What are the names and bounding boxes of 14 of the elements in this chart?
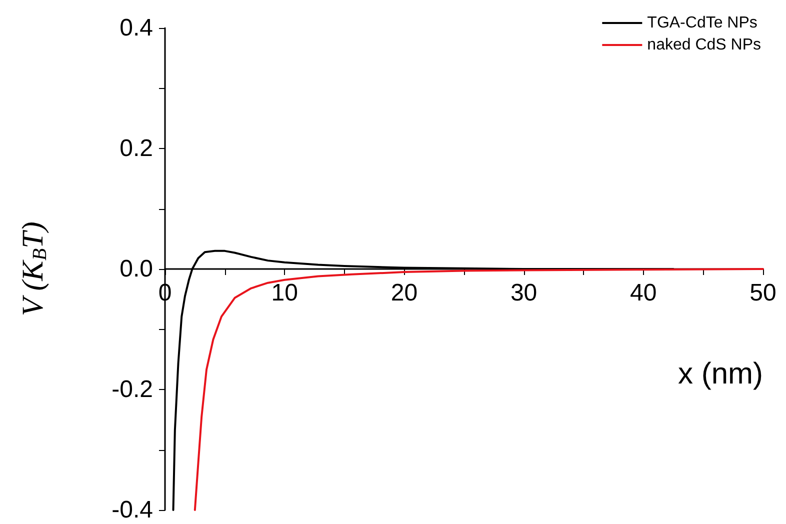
x-tick-label: 30 xyxy=(510,280,538,306)
x-axis-title: x (nm) xyxy=(678,358,763,390)
y-axis-title: V (KBT) xyxy=(16,222,51,316)
y-tick-label: 0.0 xyxy=(120,256,153,282)
x-tick-label: 10 xyxy=(271,280,298,306)
x-tick-label: 40 xyxy=(630,280,657,306)
x-tick-label: 50 xyxy=(750,280,776,306)
y-tick-label: 0.2 xyxy=(120,135,153,162)
legend-label: TGA-CdTe NPs xyxy=(647,14,758,32)
x-tick-label: 20 xyxy=(390,280,418,306)
legend-label: naked CdS NPs xyxy=(647,36,762,54)
y-tick-label: -0.4 xyxy=(112,496,153,524)
y-tick-label: 0.4 xyxy=(120,14,153,42)
y-tick-label: -0.2 xyxy=(112,376,153,403)
